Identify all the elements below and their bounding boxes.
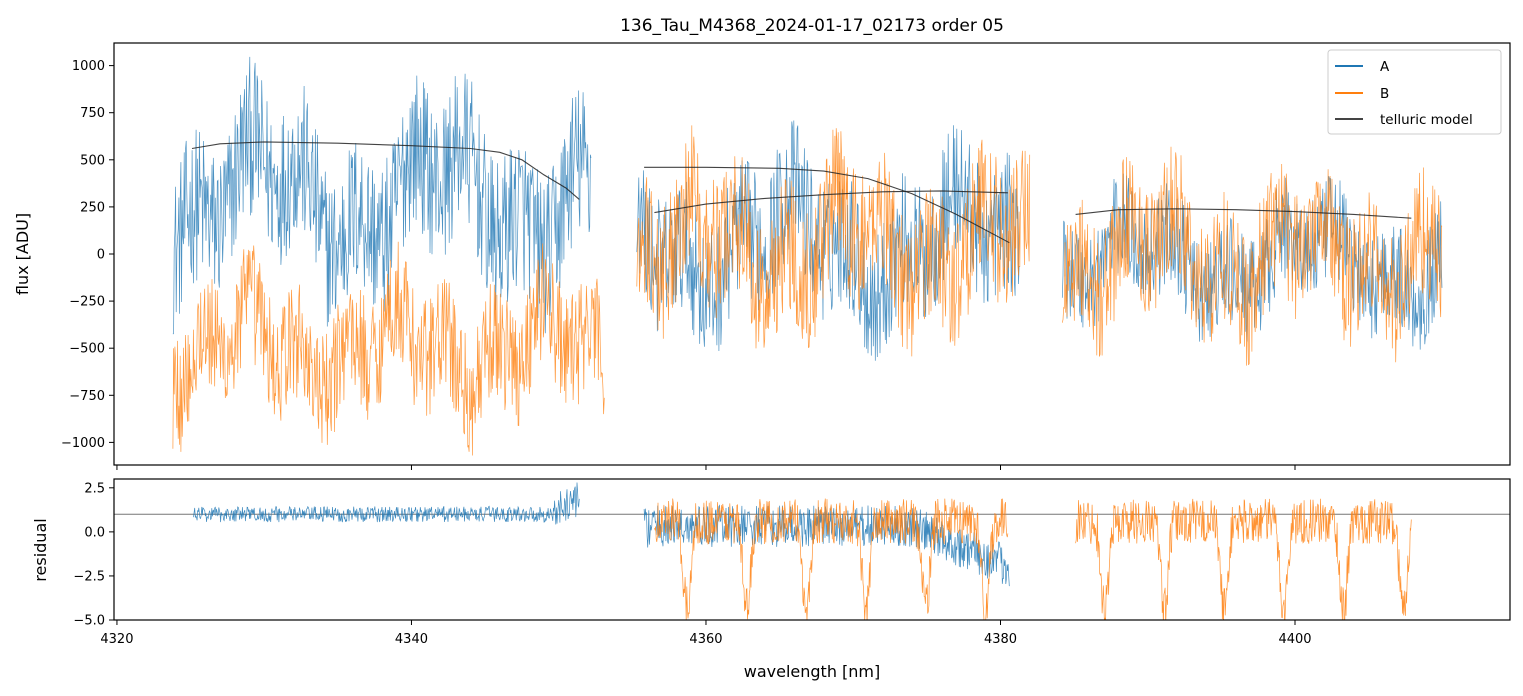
series-a-residual	[193, 482, 1010, 587]
residual-x-tick-label: 4340	[395, 632, 428, 647]
flux-plot-area	[172, 56, 1443, 456]
flux-y-tick-label: −250	[69, 295, 105, 310]
residual-plot-area	[114, 482, 1510, 620]
series-b-flux-segment	[636, 125, 1031, 357]
residual-x-tick-label: 4400	[1278, 632, 1311, 647]
residual-x-tick-label: 4380	[984, 632, 1017, 647]
residual-x-tick-label: 4360	[689, 632, 722, 647]
series-b-flux-segment	[1061, 146, 1443, 366]
flux-x-ticks	[116, 465, 1296, 470]
telluric-model-curve	[191, 141, 580, 200]
telluric-model-curve	[644, 166, 1010, 244]
residual-x-ticks: 4320 4340 4360 4380 4400	[100, 620, 1312, 647]
residual-x-tick-label: 4320	[100, 632, 133, 647]
legend[interactable]: A B telluric model	[1327, 49, 1502, 135]
series-a-residual-segment	[643, 504, 1010, 587]
residual-axes-frame	[113, 478, 1511, 621]
x-axis-label: wavelength [nm]	[744, 662, 881, 681]
legend-label-a: A	[1380, 59, 1390, 75]
flux-y-tick-label: 0	[97, 248, 105, 263]
telluric-model-curve	[654, 190, 1008, 214]
residual-y-tick-label: 0.0	[84, 525, 105, 540]
flux-y-tick-label: 250	[80, 200, 105, 215]
flux-y-tick-label: 750	[80, 106, 105, 121]
legend-label-b: B	[1380, 86, 1389, 102]
flux-y-tick-label: −1000	[61, 436, 105, 451]
residual-y-ticks: −5.0 −2.5 0.0 2.5	[73, 481, 114, 629]
residual-y-axis-label: residual	[31, 518, 50, 581]
series-a-flux-segment	[172, 56, 592, 335]
flux-y-ticks: −1000 −750 −500 −250 0 250 500 750 1000	[61, 59, 114, 451]
telluric-model-curve	[1075, 208, 1412, 219]
residual-y-tick-label: 2.5	[84, 481, 105, 496]
residual-y-tick-label: −5.0	[73, 614, 105, 629]
flux-y-tick-label: 1000	[72, 59, 105, 74]
telluric-model-curves	[191, 141, 1412, 244]
flux-y-tick-label: −500	[69, 342, 105, 357]
legend-label-telluric-model: telluric model	[1380, 112, 1473, 128]
chart-title: 136_Tau_M4368_2024-01-17_02173 order 05	[620, 16, 1004, 36]
series-b-flux	[172, 125, 1443, 456]
series-b-residual-segment	[1075, 498, 1412, 620]
flux-y-axis-label: flux [ADU]	[13, 213, 32, 295]
residual-y-tick-label: −2.5	[73, 569, 105, 584]
series-b-residual	[654, 498, 1412, 620]
series-b-flux-segment	[172, 241, 605, 456]
flux-y-tick-label: −750	[69, 389, 105, 404]
flux-y-tick-label: 500	[80, 153, 105, 168]
series-b-residual-segment	[654, 498, 1009, 620]
series-a-residual-segment	[193, 482, 580, 525]
